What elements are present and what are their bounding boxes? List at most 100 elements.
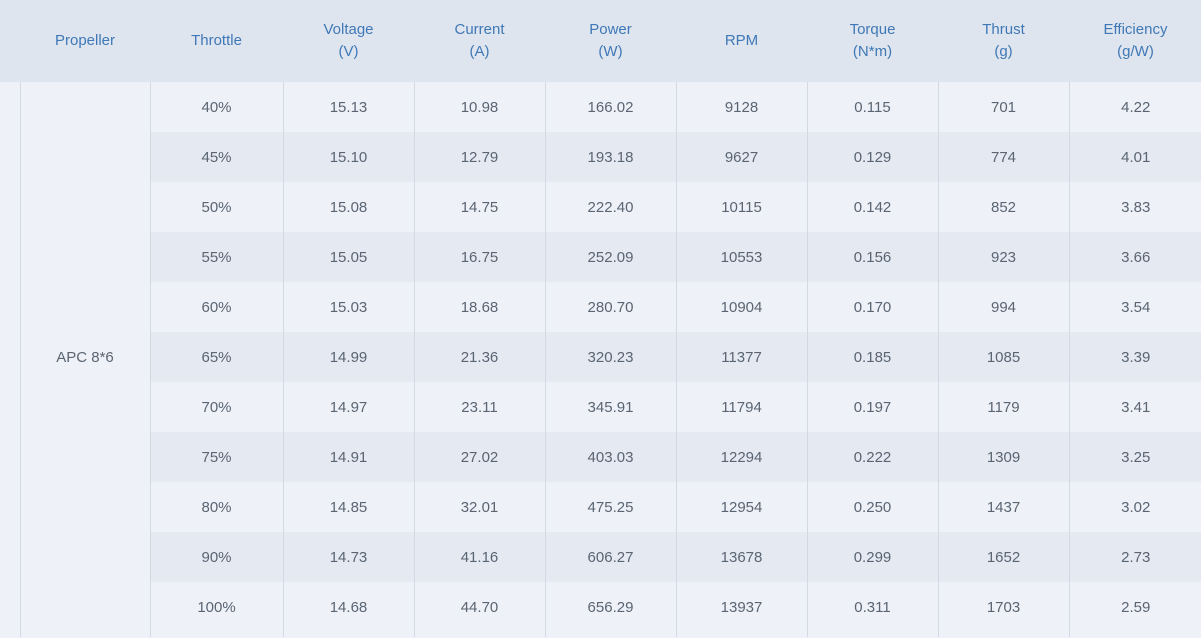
current-cell: 32.01	[413, 482, 545, 532]
rpm-cell: 11377	[675, 332, 807, 382]
table-row: APC 8*6 40% 15.13 10.98 166.02 9128 0.115 701 4.…	[0, 82, 1201, 632]
header-spacer	[0, 0, 20, 82]
throttle-cell: 80%	[149, 482, 283, 532]
efficiency-cell: 3.66	[1068, 232, 1201, 282]
throttle-cell: 90%	[149, 532, 283, 582]
table-row: 90% 14.73 41.16 606.27 13678 0.299 1652 2.73	[0, 532, 1201, 582]
rpm-cell: 9627	[675, 132, 807, 182]
throttle-cell: 60%	[149, 282, 283, 332]
partial-cell	[413, 632, 545, 637]
partial-cell	[675, 632, 807, 637]
torque-cell: 0.250	[806, 482, 938, 532]
voltage-cell: 15.03	[282, 282, 414, 332]
thrust-cell: 994	[937, 282, 1069, 332]
rpm-cell: 12294	[675, 432, 807, 482]
table-header: Propeller Throttle Voltage (V) Current (A) Pow…	[0, 0, 1201, 82]
throttle-cell: 75%	[149, 432, 283, 482]
throttle-cell: 65%	[149, 332, 283, 382]
header-row: Propeller Throttle Voltage (V) Current (A) Pow…	[0, 0, 1201, 82]
header-efficiency-label: Efficiency	[1103, 21, 1168, 38]
current-cell: 41.16	[413, 532, 545, 582]
torque-cell: 0.185	[806, 332, 938, 382]
thrust-cell: 1309	[937, 432, 1069, 482]
row-spacer	[0, 232, 20, 282]
header-thrust-label: Thrust	[982, 21, 1025, 38]
thrust-cell: 1652	[937, 532, 1069, 582]
voltage-cell: 15.10	[282, 132, 414, 182]
current-cell: 14.75	[413, 182, 545, 232]
power-cell: 320.23	[544, 332, 676, 382]
header-power-label: Power	[589, 21, 632, 38]
torque-cell: 0.156	[806, 232, 938, 282]
throttle-cell: 40%	[149, 82, 283, 132]
rpm-cell: 10115	[675, 182, 807, 232]
voltage-cell: 15.05	[282, 232, 414, 282]
partial-cell	[937, 632, 1069, 637]
power-cell: 280.70	[544, 282, 676, 332]
header-current: Current (A)	[414, 0, 545, 82]
header-power-unit: (W)	[598, 43, 623, 60]
header-torque-label: Torque	[849, 21, 896, 38]
efficiency-cell: 3.41	[1068, 382, 1201, 432]
power-cell: 193.18	[544, 132, 676, 182]
efficiency-cell: 3.83	[1068, 182, 1201, 232]
torque-cell: 0.170	[806, 282, 938, 332]
rpm-cell: 9128	[675, 82, 807, 132]
torque-cell: 0.311	[806, 582, 938, 632]
power-cell: 222.40	[544, 182, 676, 232]
voltage-cell: 14.99	[282, 332, 414, 382]
throttle-cell: 100%	[149, 582, 283, 632]
efficiency-cell: 3.02	[1068, 482, 1201, 532]
partial-cell	[806, 632, 938, 637]
row-spacer	[0, 382, 20, 432]
header-thrust-unit: (g)	[994, 43, 1013, 60]
header-propeller-label: Propeller	[54, 32, 116, 49]
power-cell: 606.27	[544, 532, 676, 582]
voltage-cell: 15.08	[282, 182, 414, 232]
row-spacer	[0, 132, 20, 182]
table-row: 75% 14.91 27.02 403.03 12294 0.222 1309 3.25	[0, 432, 1201, 482]
rpm-cell: 13678	[675, 532, 807, 582]
torque-cell: 0.115	[806, 82, 938, 132]
voltage-cell: 15.13	[282, 82, 414, 132]
header-power: Power (W)	[545, 0, 676, 82]
current-cell: 27.02	[413, 432, 545, 482]
voltage-cell: 14.97	[282, 382, 414, 432]
partial-cell	[282, 632, 414, 637]
efficiency-cell: 4.01	[1068, 132, 1201, 182]
header-current-unit: (A)	[469, 43, 490, 60]
table-row: 100% 14.68 44.70 656.29 13937 0.311 1703 2.59	[0, 582, 1201, 632]
thrust-cell: 923	[937, 232, 1069, 282]
thrust-cell: 1085	[937, 332, 1069, 382]
header-current-label: Current	[454, 21, 505, 38]
current-cell: 44.70	[413, 582, 545, 632]
header-rpm-label: RPM	[724, 32, 759, 49]
header-throttle: Throttle	[150, 0, 283, 82]
header-torque-unit: (N*m)	[852, 43, 893, 60]
efficiency-cell: 2.73	[1068, 532, 1201, 582]
propeller-cell: APC 8*6	[19, 82, 150, 632]
header-propeller: Propeller	[20, 0, 150, 82]
efficiency-cell: 4.22	[1068, 82, 1201, 132]
current-cell: 16.75	[413, 232, 545, 282]
row-spacer	[0, 182, 20, 232]
table-row: 65% 14.99 21.36 320.23 11377 0.185 1085 3.39	[0, 332, 1201, 382]
torque-cell: 0.142	[806, 182, 938, 232]
voltage-cell: 14.68	[282, 582, 414, 632]
rpm-cell: 13937	[675, 582, 807, 632]
voltage-cell: 14.85	[282, 482, 414, 532]
rpm-cell: 10553	[675, 232, 807, 282]
header-voltage-label: Voltage	[323, 21, 374, 38]
row-spacer	[0, 282, 20, 332]
efficiency-cell: 3.39	[1068, 332, 1201, 382]
efficiency-cell: 3.25	[1068, 432, 1201, 482]
row-spacer	[0, 332, 20, 382]
rpm-cell: 11794	[675, 382, 807, 432]
power-cell: 403.03	[544, 432, 676, 482]
rpm-cell: 12954	[675, 482, 807, 532]
current-cell: 18.68	[413, 282, 545, 332]
torque-cell: 0.129	[806, 132, 938, 182]
row-spacer	[0, 82, 20, 132]
